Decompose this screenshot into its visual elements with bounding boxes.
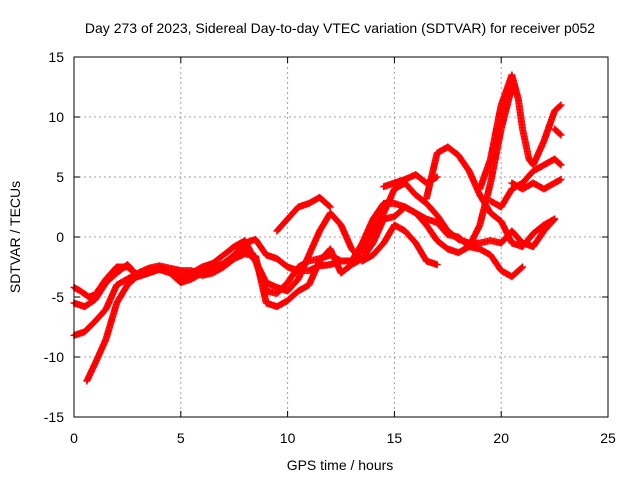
series-7 <box>273 193 334 235</box>
x-tick-label: 0 <box>70 430 78 446</box>
series-11 <box>551 125 565 139</box>
y-tick-label: 15 <box>48 49 64 65</box>
data-point <box>325 202 333 210</box>
x-tick-label: 5 <box>177 430 185 446</box>
y-tick-label: 10 <box>48 109 64 125</box>
x-axis-label: GPS time / hours <box>287 457 394 473</box>
y-tick-label: -5 <box>52 289 65 305</box>
data-point <box>433 173 441 181</box>
series-9 <box>487 155 565 211</box>
data-point <box>326 203 334 211</box>
y-tick-label: 0 <box>56 229 64 245</box>
data-point <box>556 102 564 110</box>
y-tick-label: -10 <box>44 349 64 365</box>
data-point <box>551 215 559 223</box>
data-point <box>557 175 565 183</box>
data-point <box>556 130 564 138</box>
series-3 <box>70 209 441 339</box>
series-8 <box>476 71 565 193</box>
y-axis-label: SDTVAR / TECUs <box>7 181 23 293</box>
series-6 <box>380 171 441 191</box>
chart-title: Day 273 of 2023, Sidereal Day-to-day VTE… <box>85 20 595 36</box>
series-2 <box>83 179 559 385</box>
series-5 <box>422 143 559 251</box>
data-point <box>433 261 441 269</box>
y-tick-label: 5 <box>56 169 64 185</box>
data-point <box>517 264 525 272</box>
data-point <box>557 101 565 109</box>
data-point <box>519 263 527 271</box>
series-10 <box>508 175 565 193</box>
axis-ticks: 0 5 10 15 20 25 -15 -10 -5 0 5 10 15 <box>44 49 616 446</box>
data-point <box>556 160 564 168</box>
data-points <box>70 71 565 385</box>
x-tick-label: 25 <box>600 430 616 446</box>
x-tick-label: 20 <box>493 430 509 446</box>
x-tick-label: 15 <box>387 430 403 446</box>
series-4 <box>70 203 527 311</box>
data-point <box>557 161 565 169</box>
x-tick-label: 10 <box>280 430 296 446</box>
y-tick-label: -15 <box>44 409 64 425</box>
data-point <box>557 131 565 139</box>
